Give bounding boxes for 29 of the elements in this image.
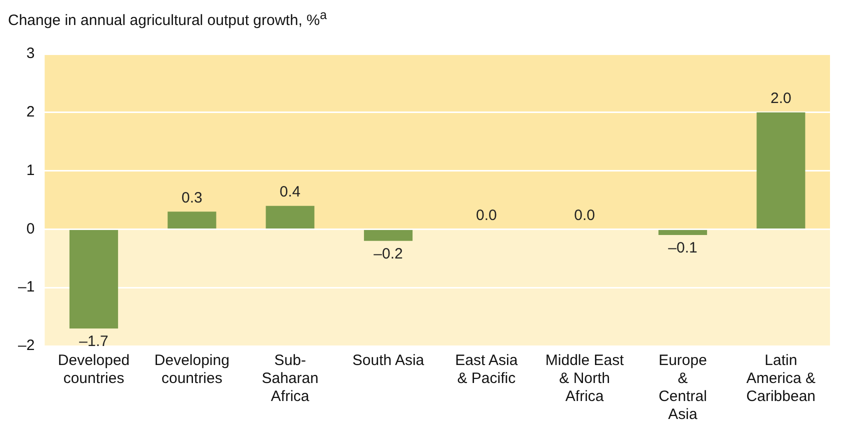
data-label: 0.0 [574, 206, 596, 224]
bar [658, 230, 708, 236]
x-tick-label: Latin America & Caribbean [746, 352, 816, 406]
x-tick-label: Developed countries [58, 352, 130, 388]
data-label: –0.1 [668, 240, 698, 257]
bar [266, 206, 314, 228]
y-tick-label: –2 [18, 337, 35, 354]
y-tick-label: –1 [18, 278, 35, 296]
x-tick-label: Developing countries [154, 352, 230, 388]
y-tick-label: 2 [26, 104, 35, 121]
data-label: 0.0 [476, 206, 497, 224]
x-tick-label: East Asia & Pacific [455, 352, 518, 388]
bar [69, 230, 118, 328]
data-label: 2.0 [770, 90, 792, 108]
data-label: –0.2 [374, 246, 403, 263]
y-tick-label: 1 [26, 162, 35, 179]
data-label: –1.7 [79, 333, 108, 350]
data-label: 0.4 [280, 183, 301, 200]
x-tick-label: South Asia [352, 352, 425, 370]
y-tick-label: 0 [26, 220, 35, 238]
bar [756, 112, 806, 228]
y-tick-label: 3 [26, 45, 35, 62]
data-label: 0.3 [182, 189, 202, 206]
bar [168, 212, 216, 228]
x-tick-label: Sub- Saharan Africa [262, 352, 318, 406]
y-axis-title: Change in annual agricultural output growth, %$^{a}$ [8, 8, 328, 29]
bar [364, 230, 413, 241]
x-tick-label: Europe & Central Asia [658, 352, 707, 424]
x-tick-label: Middle East & North Africa [545, 352, 625, 406]
